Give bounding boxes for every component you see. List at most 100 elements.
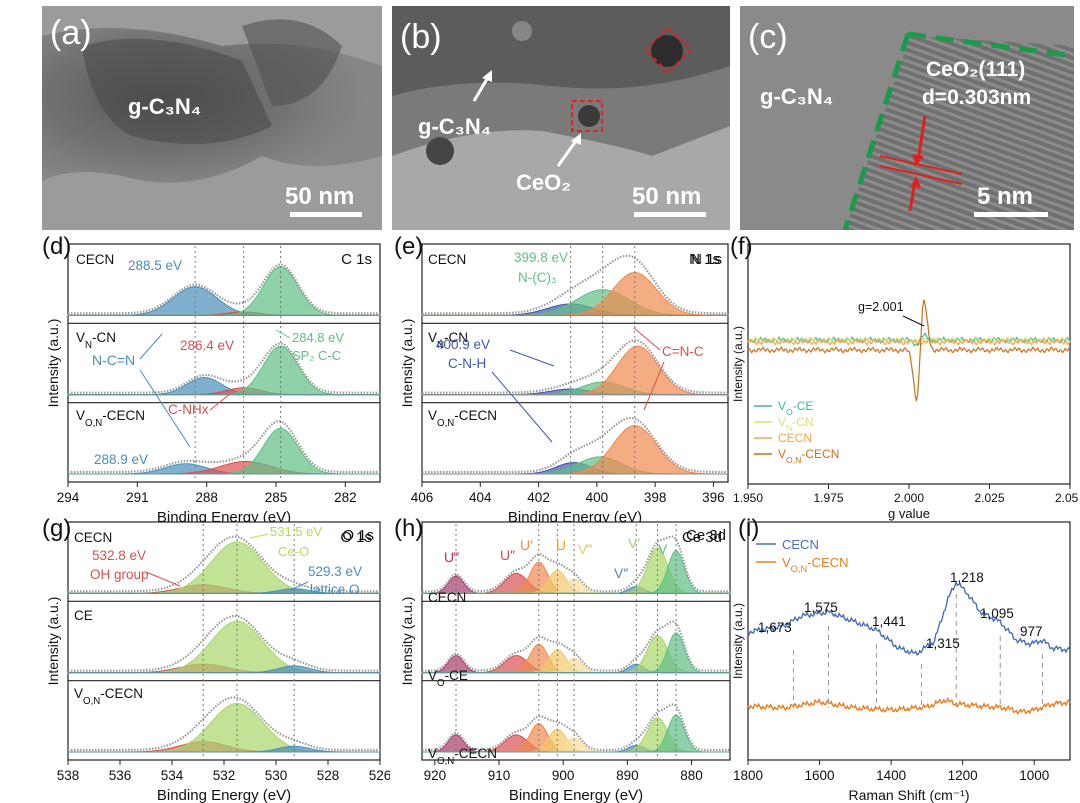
raman-peak-label-4: 1,218 (950, 570, 984, 585)
panel-label-c: (c) (748, 18, 788, 56)
x-axis-label: Binding Energy (eV) (509, 787, 643, 803)
tem-b-material-label-1: g-C₃N₄ (418, 114, 492, 139)
arrow-cnh-1 (509, 349, 555, 367)
panel-label-e: (e) (394, 233, 423, 260)
legend-label-1: VN-CN (778, 415, 814, 433)
envelope-1 (68, 342, 380, 394)
panel-label-h: (h) (394, 515, 423, 542)
annotation-288-5: 288.5 eV (128, 258, 182, 273)
sample-label-von-cecn: VO,N-CECN (428, 746, 497, 767)
x-tick-label-0: 406 (411, 490, 434, 505)
x-axis-label: Binding Energy (eV) (157, 509, 291, 522)
x-tick-label-0: 1800 (733, 768, 763, 783)
x-tick-label-3: 285 (265, 490, 288, 505)
envelope-1 (68, 614, 380, 672)
x-tick-label-1: 404 (469, 490, 492, 505)
tem-b-material-label-2: CeO₂ (516, 170, 572, 195)
x-tick-label-5: 528 (317, 768, 340, 783)
x-tick-label-2: 2.000 (894, 491, 924, 505)
x-axis-label: Binding Energy (eV) (157, 787, 291, 803)
arrow-sp2 (275, 329, 291, 339)
x-tick-label-6: 526 (369, 768, 390, 783)
panel-label-d: (d) (42, 233, 71, 260)
x-tick-label-1: 1600 (805, 768, 835, 783)
x-tick-label-0: 538 (57, 768, 80, 783)
sample-label-cecn: CECN (428, 252, 466, 267)
annotation-399-8: 399.8 eV (514, 250, 568, 265)
arrow-ncn-1 (139, 333, 163, 360)
peak-fill-ce-1 (67, 620, 381, 674)
tem-c-spacing-label: d=0.303nm (922, 86, 1032, 109)
x-tick-label-3: 2.025 (974, 491, 1004, 505)
epr-series-2 (747, 338, 1071, 346)
sample-label-vo-ce: VO-CE (428, 668, 468, 689)
annotation-532-8: 532.8 eV (92, 548, 146, 563)
annotation-cnh: C-N-H (448, 356, 486, 371)
envelope-0 (68, 263, 380, 315)
tem-image-a: (a) g-C₃N₄ 50 nm (42, 6, 382, 230)
chart-title-n1s: N 1s (691, 251, 722, 268)
chart-h: 920 910 900 890 880 Binding Energy (eV) Intens… (394, 515, 731, 803)
x-tick-label-0: 920 (424, 768, 447, 783)
scale-bar-c (974, 212, 1048, 217)
scale-bar-a (290, 212, 362, 217)
x-tick-label-1: 536 (109, 768, 132, 783)
chart-title: O 1s (340, 529, 372, 546)
peak-fill-voncecn-1 (68, 702, 380, 753)
x-axis-label: g value (888, 506, 930, 521)
chart-title-o1s: O 1s (342, 527, 374, 544)
annotation-peak-1: U″ (500, 547, 515, 563)
tem-image-a-texture (42, 6, 382, 230)
x-tick-label-4: 1000 (1019, 768, 1049, 783)
x-tick-label-1: 910 (488, 768, 511, 783)
envelope-0 (422, 254, 728, 315)
arrow-cnc-2 (643, 361, 665, 411)
sample-label-vn-cn: VN-CN (428, 330, 468, 351)
chart-e: 406 404 402 400 398 396 Binding Energy (eV) Int… (394, 233, 729, 522)
x-tick-label-4: 282 (334, 490, 357, 505)
chart-title: C 1s (341, 251, 372, 268)
tem-a-material-label: g-C₃N₄ (128, 94, 202, 119)
tem-image-c-texture (740, 6, 1074, 230)
annotation-nc3: N-(C)₃ (518, 270, 556, 285)
legend-label-3: VO,N-CECN (778, 447, 839, 465)
envelope-2 (422, 703, 730, 752)
annotation-peak-5: V′ (628, 535, 640, 551)
peak-fill-cecn-0 (67, 286, 381, 316)
raman-peak-label-3: 1,315 (926, 636, 960, 651)
raman-series-von-cecn (747, 697, 1071, 716)
scale-text-a: 50 nm (285, 183, 355, 210)
scale-bar-b (634, 212, 706, 217)
panel-label-a: (a) (50, 14, 92, 52)
chart-d: 294 291 288 285 282 Binding Energy (eV) Intens… (42, 233, 381, 522)
sample-label-von-cecn: VO,N-CECN (76, 408, 145, 429)
plot-frame (747, 243, 1071, 485)
sample-label-vn-cn: VN-CN (76, 330, 116, 351)
plot-frame (421, 243, 729, 483)
envelope-1 (422, 620, 730, 672)
raman-peak-label-1: 1,575 (804, 600, 838, 615)
x-tick-label-1: 291 (126, 490, 149, 505)
panel-label-g: (g) (42, 515, 71, 542)
x-tick-label-3: 532 (213, 768, 236, 783)
tem-image-b: (b) g-C₃N₄ CeO₂ 50 nm (392, 6, 730, 230)
annotation-ncn: N-C=N (92, 352, 135, 368)
arrow-oh (145, 571, 181, 587)
plot-frame (67, 243, 381, 483)
plot-frame (747, 521, 1071, 761)
sample-label-ce: CE (74, 608, 93, 623)
legend-label-von-cecn: VO,N-CECN (782, 555, 848, 574)
annotation-284-8: 284.8 eV (292, 330, 344, 345)
annotation-cnhx: C-NHx (168, 402, 209, 417)
chart-title: N 1s (689, 251, 720, 268)
annotation-g-2001: g=2.001 (858, 300, 904, 314)
x-tick-label-2: 402 (527, 490, 550, 505)
arrow-ncn-2 (139, 369, 191, 448)
annotation-cnc: C=N-C (662, 344, 704, 359)
annotation-peak-3: U (556, 537, 566, 553)
tem-c-plane-label: CeO₂(111) (926, 58, 1026, 81)
annotation-288-9: 288.9 eV (94, 452, 148, 467)
envelope-1 (422, 339, 728, 394)
chart-i: (i) 1,673 1,575 1,441 1,315 1,218 1,095 977 CECN… (731, 515, 1071, 803)
y-axis-label: Intensity (a.u.) (45, 319, 61, 408)
